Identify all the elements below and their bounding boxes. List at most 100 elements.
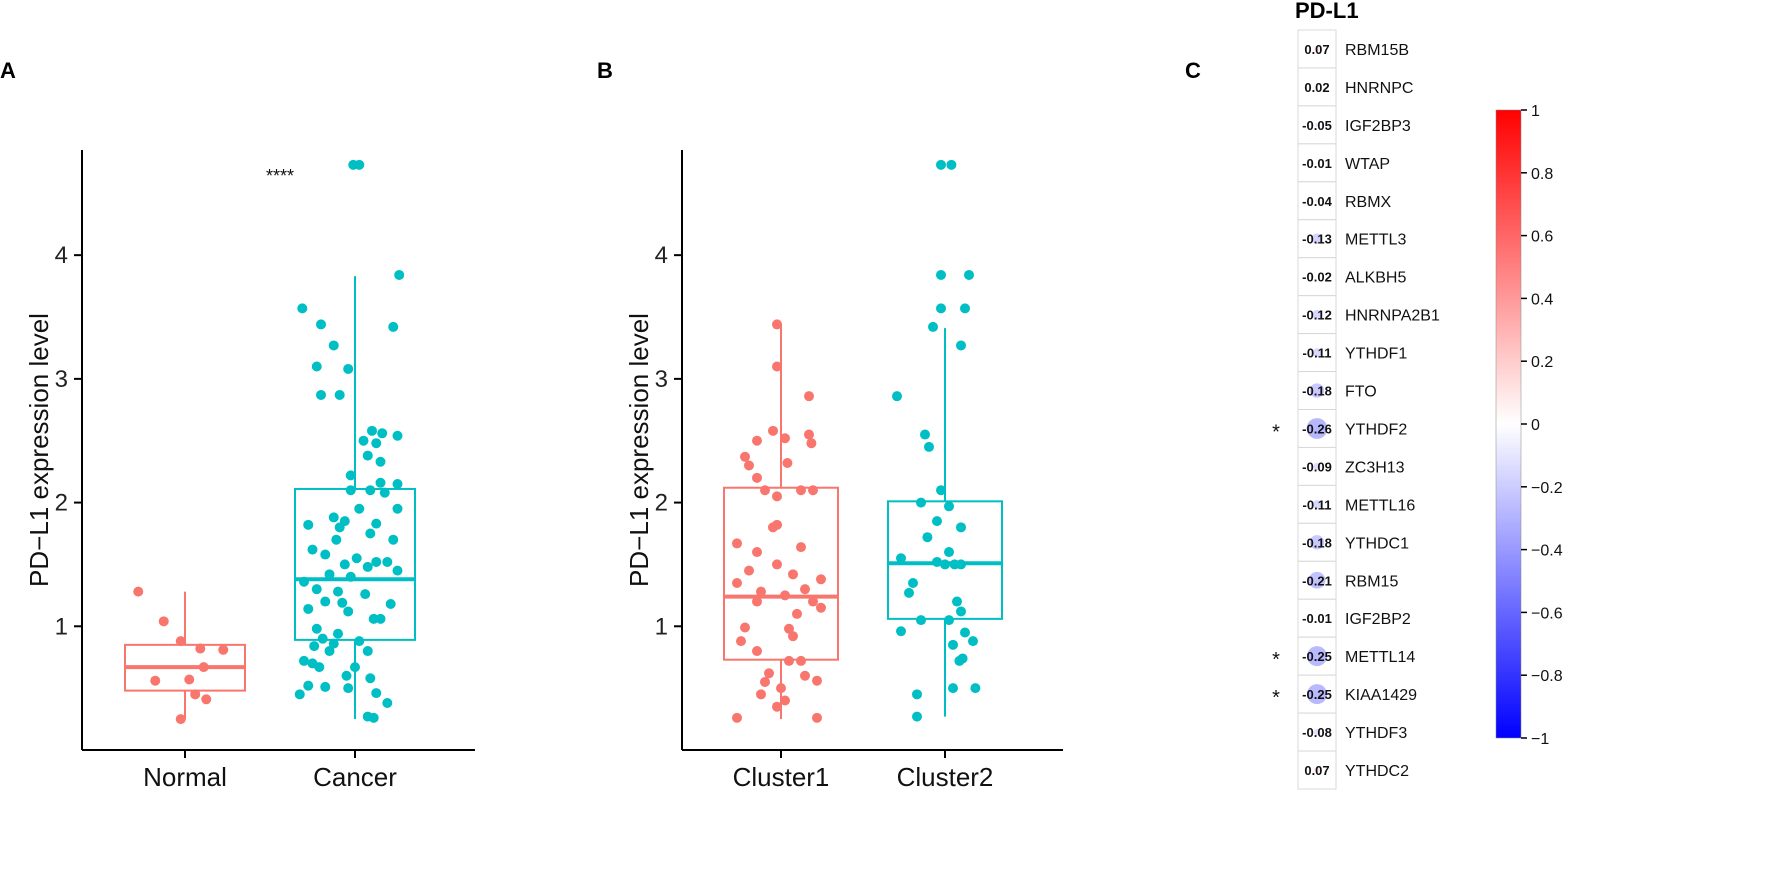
cancer-point bbox=[343, 363, 354, 374]
cancer-point bbox=[382, 697, 393, 708]
panel-a-ytick-label: 4 bbox=[55, 242, 68, 269]
gene-label-ythdc1: YTHDC1 bbox=[1345, 535, 1409, 552]
correlation-value: -0.12 bbox=[1302, 308, 1332, 323]
correlation-value: -0.21 bbox=[1302, 573, 1332, 588]
normal-point bbox=[133, 586, 144, 597]
cancer-point bbox=[351, 553, 362, 564]
heatmap-cell bbox=[1297, 636, 1337, 676]
cancer-point bbox=[303, 519, 314, 530]
significance-star: * bbox=[1272, 687, 1280, 709]
normal-point bbox=[195, 643, 206, 654]
cluster1-point bbox=[806, 438, 817, 449]
cancer-point bbox=[328, 340, 339, 351]
correlation-value: -0.05 bbox=[1302, 118, 1332, 133]
cancer-point bbox=[379, 487, 390, 498]
cluster1-point bbox=[768, 425, 778, 436]
heatmap-circle bbox=[1315, 199, 1319, 203]
cluster1-point bbox=[808, 596, 818, 607]
correlation-value: -0.11 bbox=[1303, 497, 1332, 512]
cancer-point bbox=[311, 361, 322, 372]
cluster2-point bbox=[916, 497, 926, 508]
panel-letter-a: A bbox=[0, 58, 16, 83]
cancer-point bbox=[299, 576, 309, 587]
cluster2-point bbox=[944, 615, 954, 626]
normal-point bbox=[198, 662, 209, 673]
correlation-value: -0.01 bbox=[1302, 611, 1332, 626]
cluster2-point bbox=[936, 303, 946, 314]
panel-b-ytick-label: 1 bbox=[655, 613, 668, 640]
panel-a-boxplot: PD−L1 expression level 1 2 3 4 Normal Cancer… bbox=[24, 150, 475, 792]
cluster2-point bbox=[936, 269, 946, 280]
cluster1-point bbox=[740, 451, 750, 462]
cluster2-point bbox=[936, 485, 946, 496]
cancer-point bbox=[371, 688, 382, 699]
cancer-point bbox=[382, 556, 393, 567]
cluster1-point bbox=[772, 701, 782, 712]
cluster1-point bbox=[732, 712, 742, 723]
cancer-point bbox=[339, 559, 350, 570]
gene-label-mettl3: METTL3 bbox=[1345, 232, 1406, 249]
normal-point bbox=[184, 674, 195, 685]
gene-label-ythdf3: YTHDF3 bbox=[1345, 725, 1407, 742]
cancer-point bbox=[311, 623, 322, 634]
cluster2-point bbox=[956, 559, 966, 570]
panel-b-ytick-label: 2 bbox=[655, 490, 668, 517]
cancer-point bbox=[392, 503, 403, 514]
cancer-point bbox=[328, 512, 339, 523]
colorbar-tick-label: −0.4 bbox=[1531, 543, 1563, 560]
gene-label-ythdf1: YTHDF1 bbox=[1345, 346, 1407, 363]
cancer-point bbox=[354, 503, 365, 514]
panel-b-boxplot: PD−L1 expression level 1 2 3 4 Cluster1 Clus… bbox=[624, 150, 1063, 792]
cancer-point bbox=[341, 670, 352, 681]
cluster1-point bbox=[732, 538, 742, 549]
cluster2-point bbox=[896, 553, 906, 564]
cluster1-point bbox=[752, 472, 762, 483]
normal-point bbox=[150, 675, 161, 686]
cluster2-point bbox=[956, 522, 966, 533]
cluster1-point bbox=[744, 565, 754, 576]
panel-a-ytick-label: 1 bbox=[55, 613, 68, 640]
cluster1-point bbox=[782, 457, 793, 468]
correlation-value: -0.13 bbox=[1302, 232, 1332, 247]
cluster1-point bbox=[752, 596, 762, 607]
cancer-point bbox=[314, 662, 325, 673]
cluster2-point bbox=[968, 636, 978, 647]
heatmap-circle bbox=[1307, 684, 1327, 705]
cancer-point bbox=[294, 689, 305, 700]
cancer-point bbox=[324, 646, 335, 657]
colorbar-tick-label: −0.2 bbox=[1531, 480, 1563, 497]
gene-label-rbmx: RBMX bbox=[1345, 194, 1392, 211]
cluster1-box bbox=[723, 486, 839, 661]
gene-label-mettl14: METTL14 bbox=[1345, 649, 1415, 666]
cluster1-point bbox=[756, 689, 766, 700]
correlation-value: -0.02 bbox=[1302, 270, 1332, 285]
cluster1-point bbox=[744, 460, 754, 471]
cluster2-point bbox=[960, 303, 970, 314]
cancer-point bbox=[334, 389, 345, 400]
colorbar-tick-label: 0 bbox=[1531, 417, 1540, 434]
normal-point bbox=[158, 616, 169, 627]
heatmap-circle bbox=[1312, 348, 1322, 357]
cancer-point bbox=[388, 321, 399, 332]
cancer-point bbox=[362, 646, 373, 657]
cancer-point bbox=[375, 477, 386, 488]
cancer-point bbox=[365, 673, 376, 684]
cluster2-point bbox=[912, 711, 922, 722]
cancer-point bbox=[367, 425, 377, 436]
gene-label-wtap: WTAP bbox=[1345, 156, 1390, 173]
significance-star: * bbox=[1272, 421, 1280, 443]
cluster2-point bbox=[956, 606, 966, 617]
cluster1-point bbox=[784, 623, 794, 634]
correlation-value: -0.09 bbox=[1302, 459, 1332, 474]
cancer-point bbox=[320, 549, 331, 560]
cancer-point bbox=[328, 638, 339, 649]
gene-label-hnrnpc: HNRNPC bbox=[1345, 80, 1413, 97]
correlation-value: -0.25 bbox=[1302, 649, 1332, 664]
cluster1-point bbox=[768, 522, 778, 533]
cancer-point bbox=[320, 681, 331, 692]
cluster1-point bbox=[780, 695, 790, 706]
cancer-point bbox=[311, 584, 322, 595]
cancer-point bbox=[333, 586, 343, 597]
cluster2-point bbox=[956, 340, 966, 351]
